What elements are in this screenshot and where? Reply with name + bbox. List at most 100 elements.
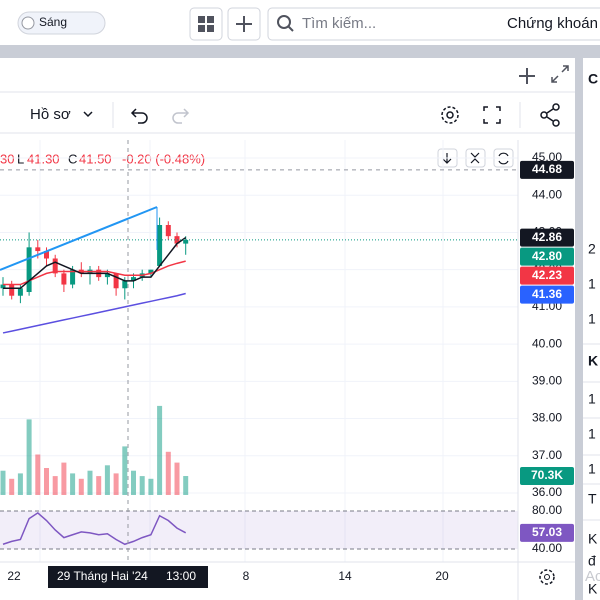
- side-panel-text: K: [588, 353, 598, 369]
- side-panel-text: K: [588, 531, 598, 547]
- volume-bar: [78, 478, 84, 495]
- volume-badge: [520, 467, 574, 486]
- price-badge-label: 44.68: [532, 162, 562, 176]
- settings-icon[interactable]: [441, 106, 459, 124]
- candle-body: [9, 284, 15, 296]
- y-tick-label: 45.00: [532, 150, 562, 164]
- volume-bar: [0, 470, 6, 495]
- rsi-badge-label: 57.03: [532, 525, 562, 539]
- legend-low: 41.30: [27, 151, 60, 166]
- profile-menu[interactable]: Hồ sơ: [30, 106, 71, 123]
- y-tick-label: 40.00: [532, 336, 562, 350]
- volume-badge-label: 70.3K: [531, 468, 563, 482]
- rsi-badge: [520, 523, 574, 542]
- candle-body: [0, 284, 6, 289]
- candle-body: [165, 225, 171, 237]
- y-tick-label: 44.00: [532, 187, 562, 201]
- rsi-tick-label: 40.00: [532, 541, 562, 555]
- volume-bar: [70, 473, 76, 495]
- expand-icon[interactable]: [551, 65, 569, 83]
- price-badge: [520, 266, 574, 285]
- plot: [0, 140, 518, 562]
- add-button[interactable]: [227, 7, 261, 41]
- rsi-tick-bg: [520, 542, 570, 556]
- layout-button[interactable]: [189, 7, 223, 41]
- legend-change: -0.20 (-0.48%): [122, 151, 205, 166]
- y-tick-label: 38.00: [532, 411, 562, 425]
- trend-line-drawing: [0, 206, 158, 271]
- x-tick-label: 22: [7, 569, 21, 583]
- redo-icon[interactable]: [172, 108, 190, 124]
- candle-body: [44, 251, 49, 259]
- legend-low-label: L: [17, 151, 24, 166]
- ma-blue-line: [2, 292, 186, 334]
- volume-bar: [157, 405, 163, 495]
- crosshair-date: 29 Tháng Hai '24: [57, 569, 148, 583]
- side-panel-text: đ: [588, 553, 596, 569]
- fullscreen-icon[interactable]: [483, 106, 501, 124]
- price-badge: [520, 285, 574, 304]
- rsi-tick-bg: [520, 504, 570, 518]
- chart-settings[interactable]: [539, 569, 555, 585]
- price-badge: [520, 160, 574, 179]
- volume-bar: [148, 478, 154, 495]
- share-icon[interactable]: [540, 103, 560, 127]
- market-label: Chứng khoán: [507, 15, 598, 32]
- search-box[interactable]: Tìm kiếm... Chứng khoán: [267, 7, 600, 41]
- crosshair-time: 13:00: [166, 569, 196, 583]
- price-badge: [520, 247, 574, 266]
- add-panel-icon[interactable]: [519, 68, 535, 84]
- panel-gap: [575, 58, 583, 600]
- volume-bar: [17, 473, 23, 495]
- chevron: [83, 111, 93, 118]
- candle-body: [61, 273, 67, 285]
- side-panel-text: 1: [588, 391, 596, 407]
- candle-body: [17, 288, 23, 296]
- volume-bar: [131, 470, 136, 495]
- theme-toggle[interactable]: Sáng: [17, 11, 106, 35]
- side-panel-text: 2: [588, 241, 596, 257]
- candle-body: [104, 273, 110, 278]
- legend-close: 41.50: [79, 151, 112, 166]
- side-panel-text: 1: [588, 426, 596, 442]
- volume-bar: [35, 454, 41, 495]
- volume-bar: [96, 476, 102, 495]
- volume-bar: [44, 468, 49, 495]
- volume-bar: [165, 451, 171, 495]
- legend-open: 30: [0, 151, 14, 166]
- legend-close-label: C: [68, 151, 77, 166]
- ma-black-line: [3, 237, 187, 290]
- side-panel-text: C: [588, 71, 598, 87]
- candle-body: [70, 269, 76, 285]
- y-tick-label: 39.00: [532, 374, 562, 388]
- side-panel-text: 1: [588, 276, 596, 292]
- volume-bar: [61, 462, 67, 495]
- y-tick-label: 37.00: [532, 448, 562, 462]
- volume-bar: [87, 470, 93, 495]
- volume-bar: [139, 476, 145, 495]
- volume-bar: [183, 476, 189, 495]
- search-placeholder: Tìm kiếm...: [302, 15, 376, 32]
- crosshair-date-box: [48, 566, 208, 588]
- undo-icon[interactable]: [130, 108, 148, 124]
- candle-body: [35, 247, 41, 252]
- volume-bar: [122, 446, 128, 495]
- rsi-tick-label: 80.00: [532, 503, 562, 517]
- candle-body: [157, 225, 163, 266]
- x-tick-label: 14: [338, 569, 352, 583]
- candle-body: [148, 269, 154, 274]
- volume-bar: [104, 465, 110, 495]
- price-badge-label: 41.36: [532, 287, 562, 301]
- side-panel-text: K: [588, 581, 598, 597]
- side-panel-text: 1: [588, 461, 596, 477]
- candle-body: [26, 247, 32, 292]
- theme-label: Sáng: [39, 15, 67, 29]
- side-panel-text: T: [588, 491, 597, 507]
- volume-bar: [174, 462, 180, 495]
- watermark: Ac: [585, 568, 600, 585]
- side-panel-text: 1: [588, 311, 596, 327]
- candle-body: [183, 239, 189, 244]
- price-badge-label: 42.23: [532, 268, 562, 282]
